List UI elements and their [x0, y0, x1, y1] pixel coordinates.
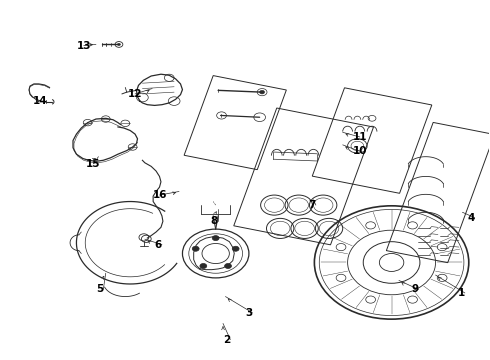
- Text: 1: 1: [458, 288, 465, 298]
- Circle shape: [260, 90, 265, 94]
- Text: 5: 5: [96, 284, 103, 294]
- Text: 7: 7: [309, 200, 316, 210]
- Text: 10: 10: [352, 146, 367, 156]
- Text: 13: 13: [76, 41, 91, 50]
- Text: 8: 8: [211, 216, 218, 226]
- Text: 15: 15: [86, 159, 101, 169]
- Text: 16: 16: [152, 190, 167, 200]
- Text: 9: 9: [411, 284, 418, 294]
- Text: 6: 6: [155, 239, 162, 249]
- Text: 14: 14: [32, 96, 47, 106]
- Text: 4: 4: [467, 213, 475, 222]
- Text: 12: 12: [128, 89, 143, 99]
- Text: 2: 2: [223, 334, 230, 345]
- Text: 3: 3: [245, 308, 252, 318]
- Circle shape: [224, 264, 231, 269]
- Circle shape: [212, 235, 219, 240]
- Circle shape: [232, 246, 239, 251]
- Circle shape: [200, 264, 207, 269]
- Circle shape: [192, 246, 199, 251]
- Circle shape: [118, 43, 121, 45]
- Text: 11: 11: [352, 132, 367, 142]
